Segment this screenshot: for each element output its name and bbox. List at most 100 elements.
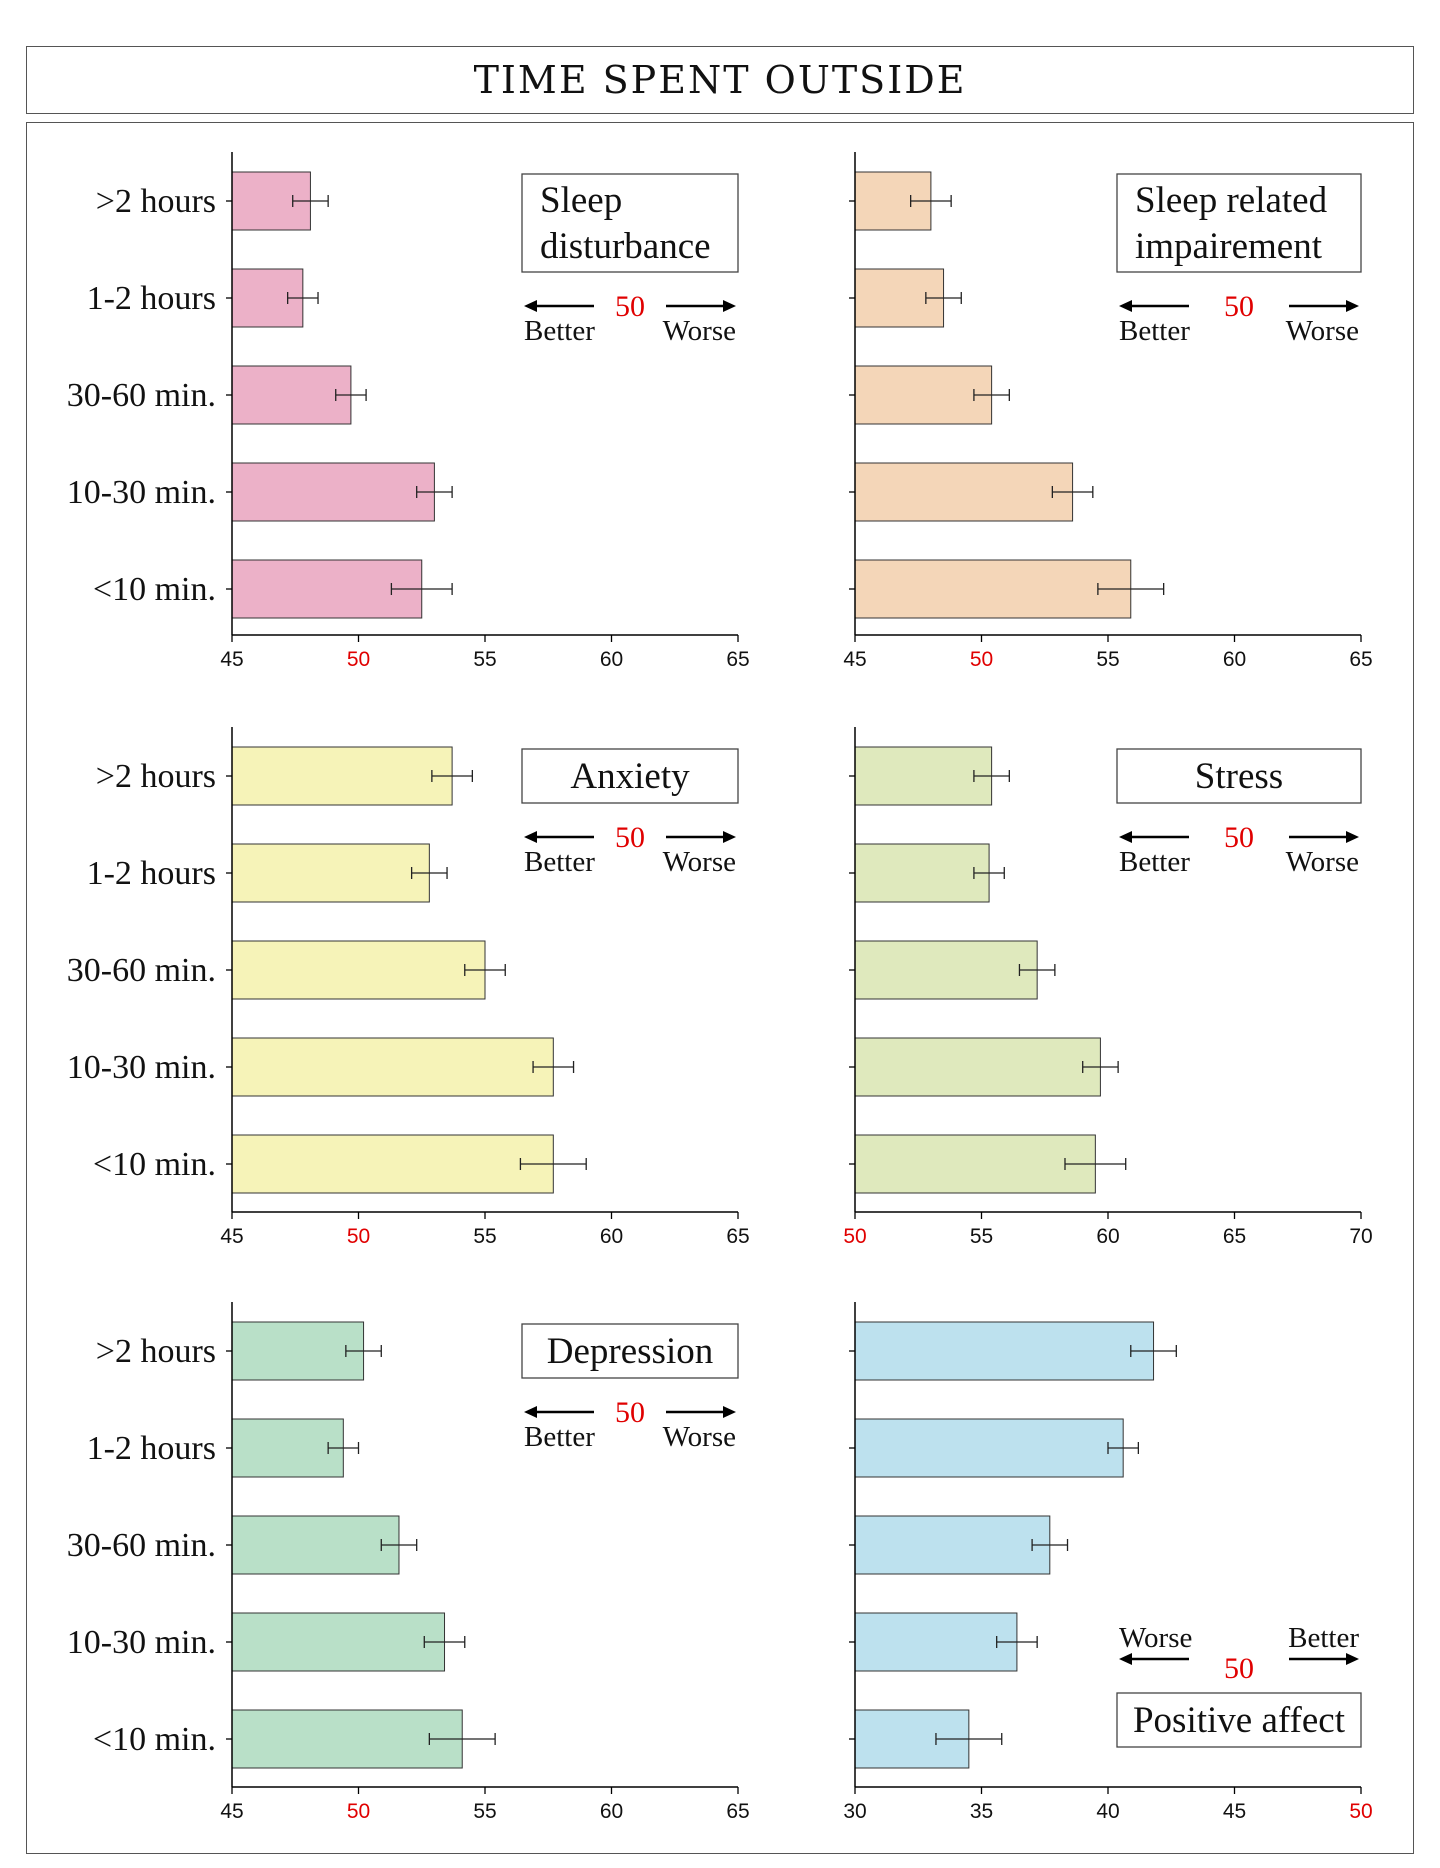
chart-title-box [1116,748,1362,804]
category-label: 10-30 min. [67,1624,216,1661]
page-title: TIME SPENT OUTSIDE [26,46,1414,114]
category-label: <10 min. [93,1146,216,1183]
bar [231,1612,446,1672]
bar [231,1037,554,1097]
x-tick-label: 55 [473,1225,496,1248]
direction-left-label: Better [524,1421,595,1453]
chart-panel-1: >2 hours 1-2 hours 30-60 min. 10-30 min. <10… [67,152,750,671]
bar [854,746,993,806]
x-tick-label: 60 [1096,1225,1119,1248]
x-tick-label: 45 [220,1800,243,1823]
right-arrowhead-icon [723,1406,736,1418]
left-arrowhead-icon [1119,1653,1132,1665]
direction-right-label: Worse [1286,846,1359,878]
reference-value-label: 50 [1224,290,1254,323]
category-label: 1-2 hours [87,280,216,317]
left-arrowhead-icon [1119,831,1132,843]
direction-right-label: Worse [663,315,736,347]
left-arrowhead-icon [524,300,537,312]
chart-panel-6: 30 35 40 45 50 Positive affect 50 Worse Better [843,1302,1373,1823]
direction-left-label: Better [1119,846,1190,878]
right-arrowhead-icon [1346,1653,1359,1665]
right-arrowhead-icon [1346,831,1359,843]
direction-right-label: Worse [1286,315,1359,347]
x-tick-label: 40 [1096,1800,1119,1823]
chart-panel-5: >2 hours 1-2 hours 30-60 min. 10-30 min. <10… [67,1302,750,1823]
reference-value-label: 50 [615,290,645,323]
x-tick-label: 45 [220,648,243,671]
category-label: 10-30 min. [67,1049,216,1086]
x-tick-label: 50 [970,648,993,671]
direction-right-label: Better [1288,1622,1359,1654]
bar [231,1134,554,1194]
direction-left-label: Worse [1119,1622,1192,1654]
category-label: 1-2 hours [87,855,216,892]
x-tick-label: 60 [600,648,623,671]
x-tick-label: 60 [1223,648,1246,671]
x-tick-label: 50 [347,1800,370,1823]
category-label: <10 min. [93,1721,216,1758]
x-tick-label: 65 [1223,1225,1246,1248]
bar [231,1515,400,1575]
category-label: 10-30 min. [67,474,216,511]
bar [854,1037,1101,1097]
x-tick-label: 55 [1096,648,1119,671]
direction-left-label: Better [524,315,595,347]
category-label: 30-60 min. [67,952,216,989]
x-tick-label: 60 [600,1225,623,1248]
bar [854,1612,1018,1672]
chart-title-box [521,173,739,273]
direction-right-label: Worse [663,846,736,878]
category-label: >2 hours [96,1333,216,1370]
chart-title: Sleep [540,180,622,221]
chart-title: impairement [1135,226,1323,267]
right-arrowhead-icon [723,831,736,843]
bar [854,940,1038,1000]
bar [231,1709,463,1769]
bar [231,462,435,522]
x-tick-label: 65 [1349,648,1372,671]
chart-title-box [1116,173,1362,273]
bar [231,1418,344,1478]
bar [854,1515,1051,1575]
x-tick-label: 45 [843,648,866,671]
left-arrowhead-icon [524,831,537,843]
category-label: 30-60 min. [67,377,216,414]
x-tick-label: 45 [1223,1800,1246,1823]
category-label: <10 min. [93,571,216,608]
x-tick-label: 65 [726,1800,749,1823]
x-tick-label: 50 [347,648,370,671]
x-tick-label: 70 [1349,1225,1372,1248]
x-tick-label: 60 [600,1800,623,1823]
charts-frame [26,122,1414,1854]
left-arrowhead-icon [524,1406,537,1418]
reference-value-label: 50 [615,1396,645,1429]
x-tick-label: 50 [843,1225,866,1248]
chart-panel-4: 50 55 60 65 70 Stress 50 Better Worse [843,727,1373,1248]
chart-title: Anxiety [570,756,690,797]
reference-value-label: 50 [1224,1652,1254,1685]
x-tick-label: 30 [843,1800,866,1823]
chart-title-box [521,748,739,804]
reference-value-label: 50 [1224,821,1254,854]
x-tick-label: 45 [220,1225,243,1248]
bar [231,365,352,425]
category-label: 1-2 hours [87,1430,216,1467]
x-tick-label: 50 [1349,1800,1372,1823]
x-tick-label: 55 [970,1225,993,1248]
chart-title: Depression [547,1331,713,1372]
chart-title-box [521,1323,739,1379]
bar [854,559,1132,619]
bar [231,746,453,806]
bar [231,843,430,903]
bar [854,843,990,903]
x-tick-label: 65 [726,1225,749,1248]
left-arrowhead-icon [1119,300,1132,312]
x-tick-label: 65 [726,648,749,671]
chart-panel-3: >2 hours 1-2 hours 30-60 min. 10-30 min. <10… [67,727,750,1248]
bar [231,1321,365,1381]
direction-left-label: Better [1119,315,1190,347]
bar [854,462,1074,522]
bar [854,365,993,425]
reference-value-label: 50 [615,821,645,854]
